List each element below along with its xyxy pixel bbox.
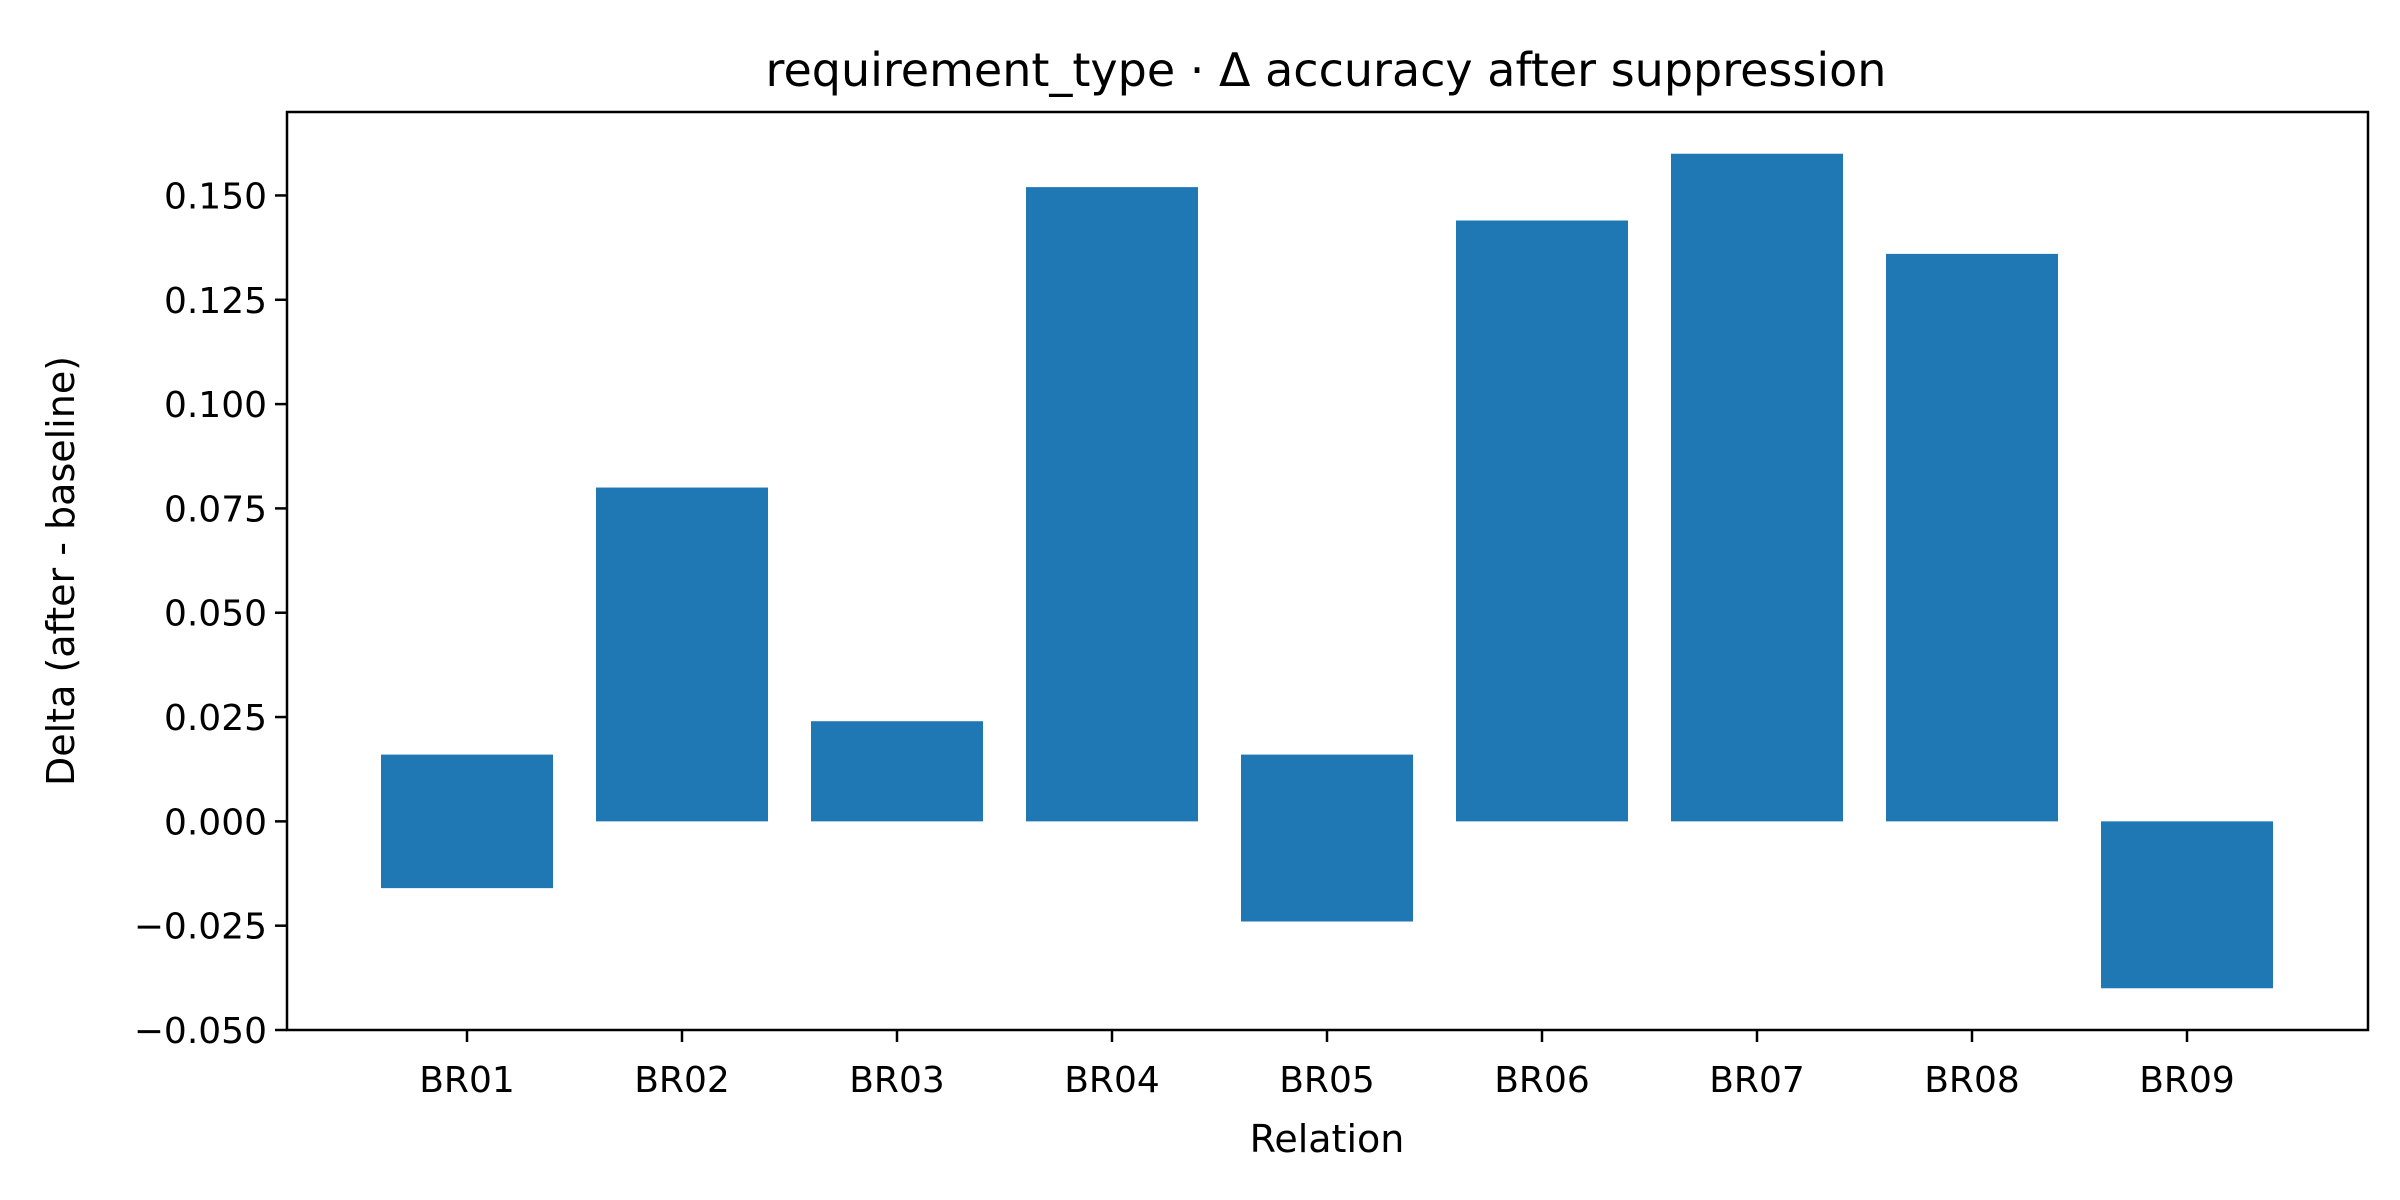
x-tick-label-br06: BR06: [1494, 1060, 1590, 1101]
y-axis-label: Delta (after - baseline): [39, 356, 83, 786]
y-tick-label: −0.050: [134, 1011, 267, 1052]
x-tick-label-br01: BR01: [419, 1060, 515, 1101]
y-tick-label: 0.050: [164, 594, 267, 635]
x-tick-label-br07: BR07: [1709, 1060, 1805, 1101]
bar-br09: [2101, 821, 2273, 989]
bar-br08: [1886, 253, 2058, 822]
bar-br06: [1456, 220, 1628, 822]
bar-br02: [596, 487, 768, 822]
y-tick-label: 0.075: [164, 489, 267, 530]
y-tick-label: 0.125: [164, 281, 267, 322]
x-axis-label: Relation: [1250, 1117, 1405, 1161]
x-axis-ticks: BR01 BR02 BR03 BR04 BR05 BR06 BR07 BR08 BR09: [419, 1030, 2235, 1101]
x-tick-label-br03: BR03: [849, 1060, 945, 1101]
bars-group: [381, 153, 2273, 989]
y-axis-ticks: −0.050 −0.025 0.000 0.025 0.050 0.075 0.100 0.1…: [134, 176, 287, 1052]
bar-br04: [1026, 187, 1198, 822]
x-tick-label-br09: BR09: [2139, 1060, 2235, 1101]
y-tick-label: 0.100: [164, 385, 267, 426]
y-tick-label: 0.025: [164, 698, 267, 739]
chart-title: requirement_type · Δ accuracy after supp…: [766, 43, 1887, 97]
x-tick-label-br04: BR04: [1064, 1060, 1160, 1101]
x-tick-label-br08: BR08: [1924, 1060, 2020, 1101]
x-tick-label-br05: BR05: [1279, 1060, 1375, 1101]
y-tick-label: 0.000: [164, 802, 267, 843]
bar-br05: [1241, 754, 1413, 922]
y-tick-label: −0.025: [134, 907, 267, 948]
bar-br01: [381, 754, 553, 889]
bar-br07: [1671, 153, 1843, 822]
x-tick-label-br02: BR02: [634, 1060, 730, 1101]
bar-br03: [811, 721, 983, 822]
y-tick-label: 0.150: [164, 176, 267, 217]
